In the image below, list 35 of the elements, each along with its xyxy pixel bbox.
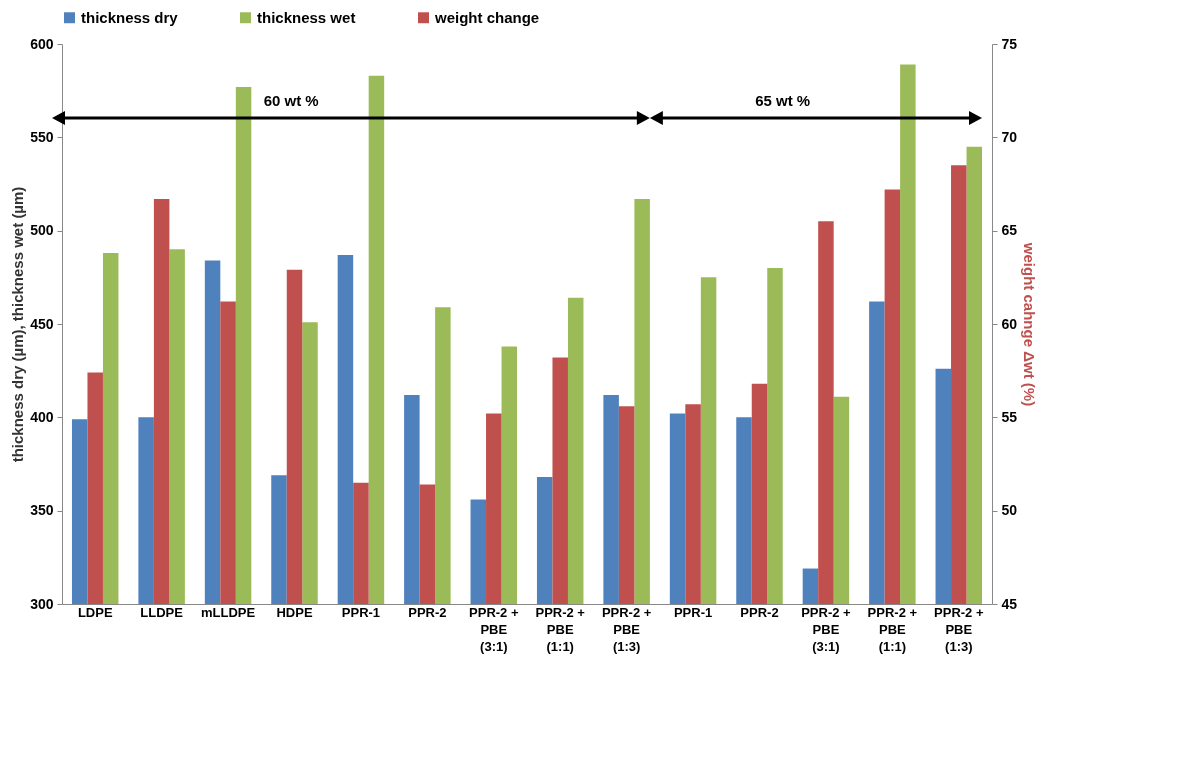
y-tick-label: 500	[30, 222, 54, 239]
x-tick-label: PPR-2 + PBE (1:1)	[867, 604, 918, 654]
annotation: 60 wt %	[263, 92, 319, 109]
y-axis-title: thickness dry (µm), thickness wet (µm)	[9, 186, 27, 463]
y-tick-label: 350	[30, 502, 54, 519]
y2-tick-label: 45	[1001, 595, 1018, 612]
y2-tick-label: 70	[1001, 128, 1018, 145]
x-tick-label: PPR-2 + PBE (3:1)	[801, 604, 852, 654]
x-tick-label: LLDPE	[140, 604, 184, 620]
y2-axis-title: weight cahnge Δwt (%)	[1021, 241, 1039, 407]
x-tick-label: mLLDPE	[200, 604, 256, 620]
x-tick-label: PPR-1	[341, 604, 381, 620]
x-tick-label: PPR-1	[673, 604, 713, 620]
x-tick-label: HDPE	[276, 604, 313, 620]
y-tick-label: 300	[30, 595, 54, 612]
y-tick-label: 450	[30, 315, 54, 332]
x-tick-label: PPR-2 + PBE (1:3)	[601, 604, 652, 654]
x-tick-label: LDPE	[77, 604, 113, 620]
x-tick-label: PPR-2 + PBE (3:1)	[469, 604, 519, 654]
legend-label: weight change	[434, 8, 540, 26]
y2-tick-label: 65	[1001, 222, 1018, 239]
y2-tick-label: 60	[1001, 315, 1018, 332]
x-tick-label: PPR-2	[408, 604, 447, 620]
y-tick-label: 400	[30, 408, 54, 425]
y2-tick-label: 75	[1001, 35, 1018, 52]
y2-tick-label: 50	[1001, 502, 1018, 519]
y-tick-label: 550	[30, 128, 54, 145]
legend-label: thickness wet	[257, 8, 356, 26]
legend-label: thickness dry	[81, 8, 179, 26]
annotation: 65 wt %	[755, 92, 811, 109]
y2-tick-label: 55	[1001, 408, 1018, 425]
x-tick-label: PPR-2 + PBE (1:1)	[535, 604, 586, 654]
x-tick-label: PPR-2	[740, 604, 779, 620]
y-tick-label: 600	[30, 35, 54, 52]
x-tick-label: PPR-2 + PBE (1:3)	[934, 604, 984, 654]
